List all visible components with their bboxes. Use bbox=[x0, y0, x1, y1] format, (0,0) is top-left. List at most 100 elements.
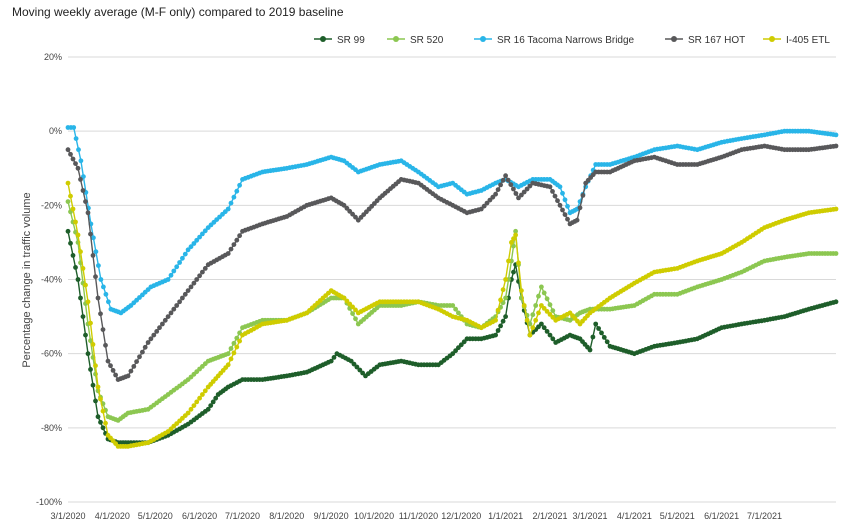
data-point bbox=[461, 339, 467, 345]
data-point bbox=[90, 342, 96, 347]
data-point bbox=[231, 340, 237, 346]
data-point bbox=[194, 237, 200, 243]
data-point bbox=[180, 295, 185, 301]
data-point bbox=[350, 304, 355, 310]
data-point bbox=[500, 177, 506, 183]
x-tick-label: 4/1/2021 bbox=[617, 511, 652, 521]
data-point bbox=[351, 361, 357, 367]
x-tick-label: 4/1/2020 bbox=[95, 511, 130, 521]
data-point bbox=[106, 299, 111, 305]
data-point bbox=[83, 199, 88, 205]
data-point bbox=[353, 316, 358, 322]
legend: SR 99 SR 520 SR 16 Tacoma Narrows Bridge SR… bbox=[314, 35, 830, 46]
data-point bbox=[85, 210, 91, 216]
data-point bbox=[174, 264, 180, 270]
data-point bbox=[73, 219, 78, 225]
legend-label: I-405 ETL bbox=[786, 35, 830, 46]
data-point bbox=[833, 206, 839, 212]
data-point bbox=[498, 297, 503, 303]
x-tick-label: 2/1/2021 bbox=[532, 511, 567, 521]
data-point bbox=[151, 332, 157, 338]
data-point bbox=[131, 364, 137, 369]
data-point bbox=[237, 233, 243, 239]
series-group bbox=[65, 125, 839, 449]
data-point bbox=[88, 231, 93, 237]
data-point bbox=[539, 284, 544, 290]
data-point bbox=[344, 205, 350, 211]
data-point bbox=[75, 232, 81, 238]
data-point bbox=[95, 414, 101, 420]
data-point bbox=[833, 132, 839, 138]
data-point bbox=[587, 347, 593, 353]
x-tick-label: 3/1/2020 bbox=[50, 511, 85, 521]
x-tick-label: 6/1/2020 bbox=[182, 511, 217, 521]
data-point bbox=[516, 260, 521, 266]
data-point bbox=[213, 395, 219, 401]
data-point bbox=[71, 125, 77, 130]
data-point bbox=[495, 328, 501, 333]
data-point bbox=[550, 189, 555, 194]
data-point bbox=[547, 302, 553, 308]
data-point bbox=[91, 235, 96, 241]
data-point bbox=[73, 136, 79, 142]
data-point bbox=[80, 314, 86, 319]
data-point bbox=[95, 384, 101, 390]
data-point bbox=[533, 303, 539, 308]
x-tick-label: 3/1/2021 bbox=[572, 511, 607, 521]
data-point bbox=[200, 392, 205, 397]
data-point bbox=[350, 311, 355, 316]
legend-label: SR 16 Tacoma Narrows Bridge bbox=[497, 35, 635, 46]
data-point bbox=[85, 299, 91, 305]
data-point bbox=[544, 329, 550, 334]
data-point bbox=[521, 303, 527, 308]
data-point bbox=[536, 310, 541, 316]
data-point bbox=[341, 295, 347, 301]
data-point bbox=[231, 242, 237, 248]
data-point bbox=[562, 212, 568, 218]
data-point bbox=[225, 206, 231, 212]
data-point bbox=[78, 249, 83, 255]
x-tick-label: 5/1/2020 bbox=[138, 511, 173, 521]
y-tick-label: -20% bbox=[41, 200, 62, 210]
data-point bbox=[453, 348, 458, 354]
data-point bbox=[142, 344, 148, 350]
x-tick-label: 8/1/2020 bbox=[269, 511, 304, 521]
data-point bbox=[73, 161, 78, 167]
data-point bbox=[509, 240, 514, 245]
data-point bbox=[65, 147, 71, 153]
data-point bbox=[456, 345, 461, 351]
data-point bbox=[134, 359, 140, 364]
data-point bbox=[171, 306, 177, 312]
data-point bbox=[530, 312, 536, 318]
data-point bbox=[185, 247, 191, 253]
data-point bbox=[154, 329, 160, 334]
y-tick-label: -60% bbox=[41, 349, 62, 359]
data-point bbox=[185, 410, 191, 416]
data-point bbox=[68, 151, 73, 157]
data-point bbox=[557, 202, 563, 208]
data-point bbox=[202, 388, 208, 394]
data-point bbox=[484, 200, 490, 206]
data-point bbox=[453, 306, 458, 312]
data-point bbox=[490, 194, 496, 200]
data-point bbox=[90, 253, 96, 258]
data-point bbox=[478, 206, 484, 212]
data-point bbox=[347, 208, 353, 214]
data-point bbox=[555, 198, 560, 204]
data-point bbox=[580, 193, 586, 198]
y-tick-label: -40% bbox=[41, 275, 62, 285]
data-point bbox=[103, 420, 108, 426]
legend-swatch-marker bbox=[769, 36, 775, 42]
data-point bbox=[560, 207, 565, 213]
data-point bbox=[547, 332, 553, 338]
data-point bbox=[527, 332, 533, 338]
legend-item: SR 16 Tacoma Narrows Bridge bbox=[474, 35, 635, 46]
data-point bbox=[350, 211, 355, 217]
data-point bbox=[506, 258, 511, 264]
data-point bbox=[171, 268, 177, 274]
data-point bbox=[68, 240, 73, 246]
data-point bbox=[493, 191, 498, 197]
data-point bbox=[353, 214, 358, 220]
data-point bbox=[550, 336, 556, 342]
